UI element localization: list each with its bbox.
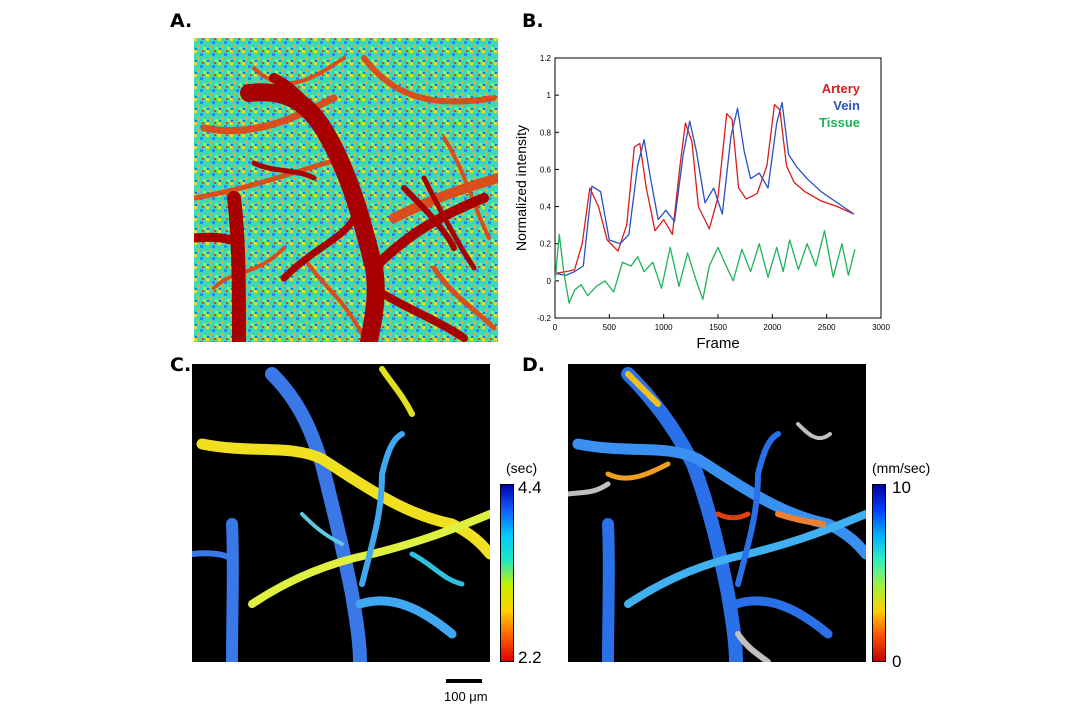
x-tick-label: 2500 <box>818 323 836 332</box>
legend-entry-artery: Artery <box>822 81 861 96</box>
x-tick-label: 2000 <box>763 323 781 332</box>
series-line-vein <box>554 101 855 276</box>
transit-time-map-graphic <box>192 366 490 662</box>
y-tick-label: 0 <box>547 277 552 286</box>
velocity-map-graphic <box>568 367 866 662</box>
legend-entry-tissue: Tissue <box>819 115 860 130</box>
velocity-map-image <box>568 364 866 662</box>
x-tick-label: 1500 <box>709 323 727 332</box>
y-axis-label: Normalized intensity <box>513 125 529 251</box>
colorbar-c-min: 2.2 <box>518 648 542 667</box>
x-tick-label: 1000 <box>655 323 673 332</box>
series-line-artery <box>554 103 855 275</box>
series-line-tissue <box>554 230 856 304</box>
x-axis-label: Frame <box>696 335 739 352</box>
panel-b-label: B. <box>522 10 544 32</box>
legend-entry-vein: Vein <box>833 98 860 113</box>
colorbar-c-max: 4.4 <box>518 478 542 497</box>
plot-frame <box>554 57 882 319</box>
colorbar-d-max: 10 <box>892 478 911 497</box>
scale-bar-line <box>446 679 482 683</box>
y-tick-label: 0.2 <box>540 240 552 249</box>
y-tick-label: 1.2 <box>540 54 552 63</box>
colorbar-d-gradient <box>872 484 886 662</box>
colorbar-c-gradient <box>500 484 514 662</box>
y-tick-label: 1 <box>547 91 552 100</box>
x-tick-label: 0 <box>553 323 558 332</box>
y-tick-label: 0.6 <box>540 165 552 174</box>
transit-time-map-image <box>192 364 490 662</box>
scale-bar-label: 100 μm <box>444 689 488 704</box>
colorbar-c-unit: (sec) <box>506 460 538 476</box>
panel-a-label: A. <box>170 10 193 32</box>
colorbar-d-unit: (mm/sec) <box>872 460 931 476</box>
panel-d-label: D. <box>522 354 545 376</box>
colorbar-d-min: 0 <box>892 652 902 671</box>
intensity-line-chart: 0 500 1000 1500 2000 2500 3000 -0.200.20.40.60… <box>513 54 890 352</box>
y-tick-label: 0.4 <box>540 203 552 212</box>
perfusion-map-graphic <box>194 38 498 342</box>
x-tick-label: 3000 <box>872 323 890 332</box>
y-tick-label: 0.8 <box>540 128 552 137</box>
x-tick-label: 500 <box>603 323 617 332</box>
y-tick-label: -0.2 <box>537 314 551 323</box>
perfusion-map-image <box>194 38 498 342</box>
panel-c-label: C. <box>170 354 192 376</box>
